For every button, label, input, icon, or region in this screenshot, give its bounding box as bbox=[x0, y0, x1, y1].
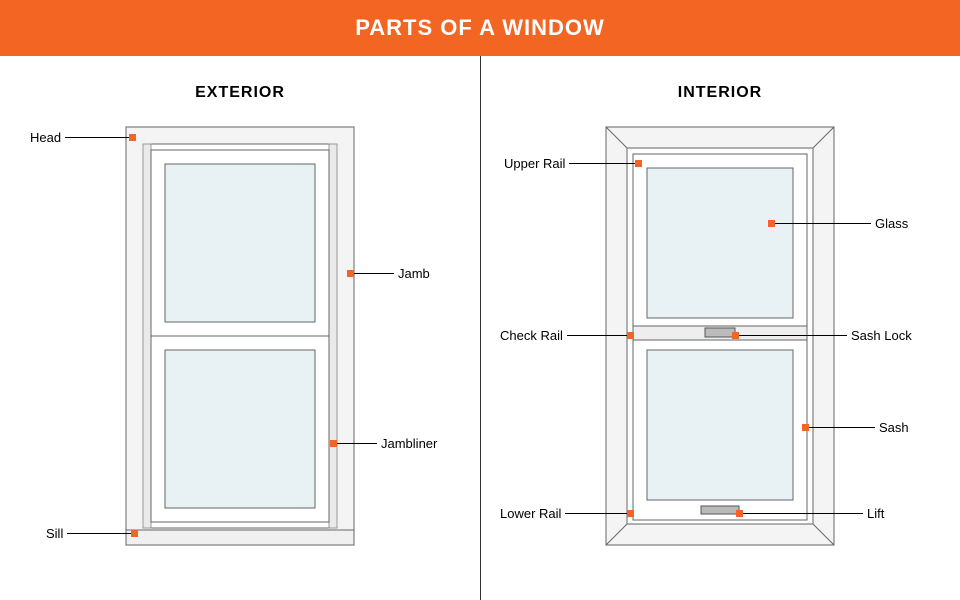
label-check-rail: Check Rail bbox=[496, 328, 567, 343]
marker-sash-lock bbox=[732, 332, 739, 339]
marker-lower-rail bbox=[627, 510, 634, 517]
marker-check-rail bbox=[627, 332, 634, 339]
label-jamb: Jamb bbox=[394, 266, 434, 281]
callout-head: Head bbox=[26, 130, 136, 145]
content-area: EXTERIOR Head Jamb bbox=[0, 56, 960, 600]
label-sash: Sash bbox=[875, 420, 913, 435]
label-lift: Lift bbox=[863, 506, 888, 521]
callout-upper-rail: Upper Rail bbox=[500, 156, 642, 171]
callout-sash: Sash bbox=[802, 420, 913, 435]
label-upper-rail: Upper Rail bbox=[500, 156, 569, 171]
callout-sash-lock: Sash Lock bbox=[732, 328, 916, 343]
marker-sill bbox=[131, 530, 138, 537]
label-sash-lock: Sash Lock bbox=[847, 328, 916, 343]
marker-jambliner bbox=[330, 440, 337, 447]
callout-jamb: Jamb bbox=[347, 266, 434, 281]
label-jambliner: Jambliner bbox=[377, 436, 441, 451]
label-lower-rail: Lower Rail bbox=[496, 506, 565, 521]
label-glass: Glass bbox=[871, 216, 912, 231]
callout-jambliner: Jambliner bbox=[330, 436, 441, 451]
marker-jamb bbox=[347, 270, 354, 277]
exterior-panel: EXTERIOR Head Jamb bbox=[0, 56, 480, 600]
exterior-window-diagram bbox=[125, 126, 355, 546]
marker-glass bbox=[768, 220, 775, 227]
title-banner: PARTS OF A WINDOW bbox=[0, 0, 960, 56]
marker-upper-rail bbox=[635, 160, 642, 167]
callout-lower-rail: Lower Rail bbox=[496, 506, 634, 521]
callout-sill: Sill bbox=[42, 526, 138, 541]
interior-title: INTERIOR bbox=[480, 84, 960, 102]
interior-panel: INTERIOR Upper Rail bbox=[480, 56, 960, 600]
exterior-title: EXTERIOR bbox=[0, 84, 480, 102]
label-head: Head bbox=[26, 130, 65, 145]
title-text: PARTS OF A WINDOW bbox=[355, 15, 605, 41]
marker-lift bbox=[736, 510, 743, 517]
callout-check-rail: Check Rail bbox=[496, 328, 634, 343]
callout-glass: Glass bbox=[768, 216, 912, 231]
label-sill: Sill bbox=[42, 526, 67, 541]
marker-sash bbox=[802, 424, 809, 431]
marker-head bbox=[129, 134, 136, 141]
callout-lift: Lift bbox=[736, 506, 888, 521]
